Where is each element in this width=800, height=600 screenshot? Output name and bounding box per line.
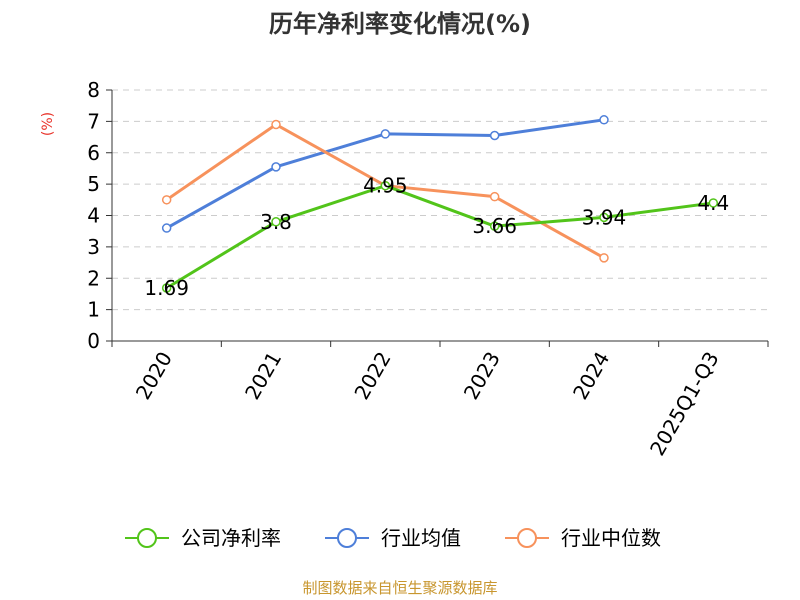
data-point	[489, 221, 500, 231]
data-point	[380, 129, 391, 139]
y-tick-label: 4	[87, 204, 100, 228]
data-point	[599, 212, 609, 223]
legend-item: 行业均值	[325, 526, 461, 550]
y-tick-label: 3	[87, 235, 100, 259]
x-tick-label: 2021	[240, 348, 286, 404]
data-point	[161, 195, 172, 205]
y-tick-label: 0	[87, 329, 100, 353]
data-point	[489, 130, 500, 141]
legend-item: 公司净利率	[125, 526, 281, 550]
data-point	[161, 223, 172, 233]
data-point	[489, 191, 500, 202]
legend-swatch-marker	[517, 528, 537, 548]
chart-title: 历年净利率变化情况(%)	[269, 10, 531, 38]
legend-swatch-marker	[137, 528, 157, 548]
legend-swatch-marker	[337, 528, 357, 548]
x-tick-label: 2020	[131, 348, 177, 404]
series-line	[165, 184, 714, 290]
x-tick-label: 2022	[349, 348, 395, 404]
data-labels: 1.69 3.8 4.95 3.66 3.94 4.4	[144, 174, 729, 300]
legend-label: 行业均值	[381, 526, 461, 550]
data-point	[271, 162, 281, 172]
data-point	[599, 115, 609, 125]
data-label: 3.94	[582, 205, 627, 229]
y-axis-label: (%)	[40, 112, 56, 136]
data-label: 4.4	[697, 191, 729, 215]
data-label: 3.8	[260, 210, 292, 234]
x-tick-label: 2023	[459, 348, 505, 404]
y-tick-label: 8	[87, 78, 100, 102]
x-tick-label: 2024	[568, 348, 614, 404]
y-tick-label: 7	[87, 109, 100, 133]
data-point	[271, 119, 281, 130]
data-label: 4.95	[363, 174, 408, 198]
data-point	[599, 253, 609, 263]
data-point	[708, 198, 719, 208]
data-label: 1.69	[144, 276, 189, 300]
data-point	[271, 217, 281, 227]
grid-lines	[112, 89, 768, 311]
legend-label: 行业中位数	[561, 526, 661, 550]
series-lines	[161, 115, 719, 293]
source-note: 制图数据来自恒生聚源数据库	[302, 579, 497, 597]
legend: 公司净利率 行业均值 行业中位数	[125, 526, 661, 550]
y-tick-label: 5	[87, 172, 100, 196]
data-point	[380, 180, 391, 191]
legend-item: 行业中位数	[505, 526, 661, 550]
y-tick-label: 2	[87, 266, 100, 290]
y-tick-label: 1	[87, 298, 100, 322]
data-label: 3.66	[472, 214, 517, 238]
legend-label: 公司净利率	[181, 526, 281, 550]
y-tick-label: 6	[87, 141, 100, 165]
data-point	[161, 283, 172, 293]
x-tick-label: 2025Q1-Q3	[645, 348, 724, 460]
